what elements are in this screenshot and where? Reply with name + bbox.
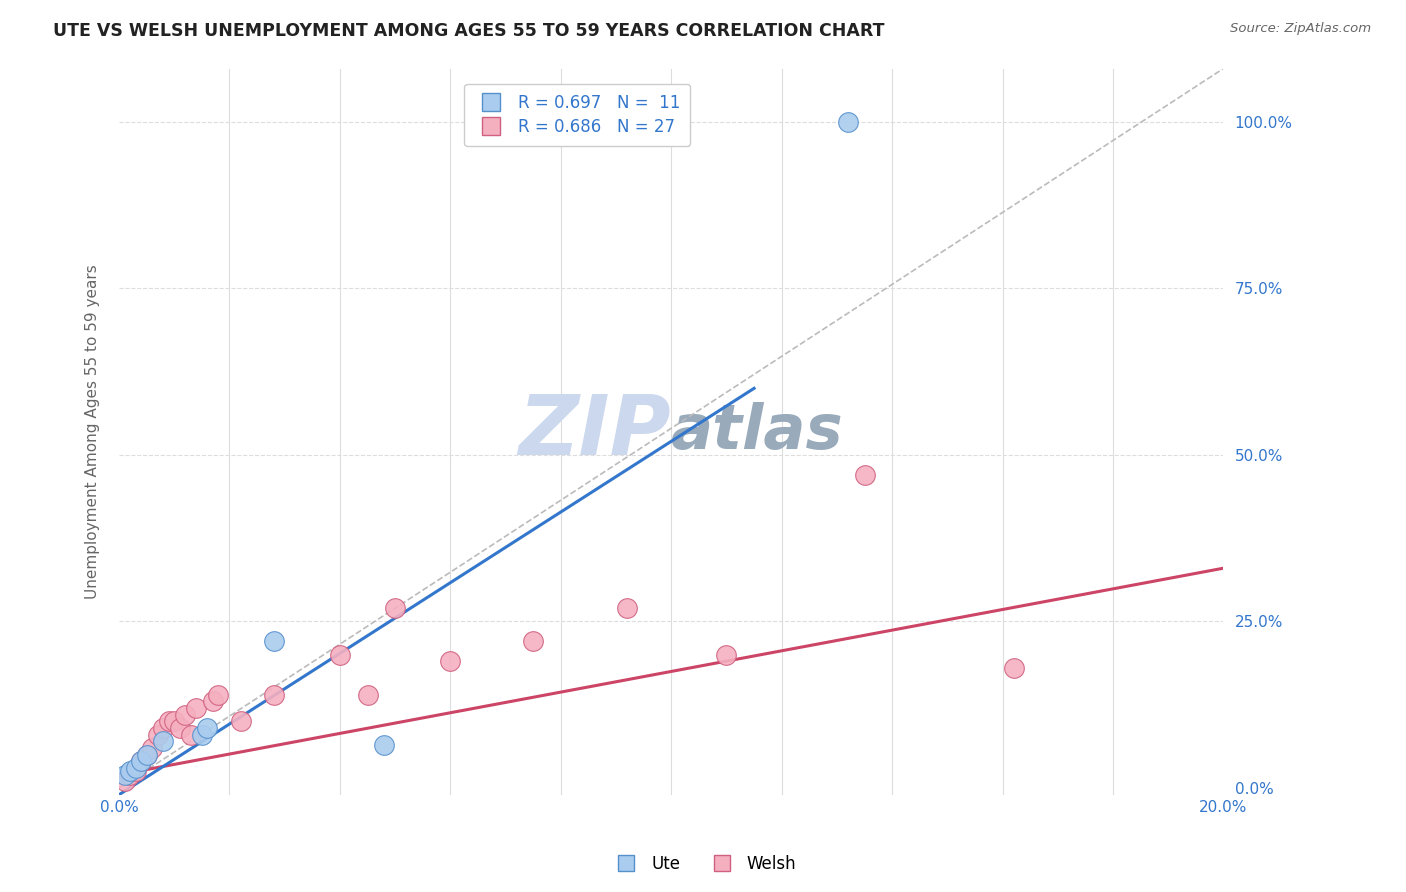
Point <box>152 721 174 735</box>
Point <box>124 761 146 775</box>
Point <box>120 768 142 782</box>
Point <box>129 755 152 769</box>
Point <box>329 648 352 662</box>
Point <box>163 714 186 729</box>
Text: Source: ZipAtlas.com: Source: ZipAtlas.com <box>1230 22 1371 36</box>
Point <box>169 721 191 735</box>
Point <box>853 467 876 482</box>
Point <box>373 738 395 752</box>
Point <box>201 694 224 708</box>
Point <box>439 655 461 669</box>
Point <box>114 774 136 789</box>
Legend: R = 0.697   N =  11, R = 0.686   N = 27: R = 0.697 N = 11, R = 0.686 N = 27 <box>464 84 690 146</box>
Point <box>174 707 197 722</box>
Point <box>135 747 157 762</box>
Point <box>146 728 169 742</box>
Point <box>124 764 146 779</box>
Point <box>135 747 157 762</box>
Point <box>120 764 142 779</box>
Point <box>384 601 406 615</box>
Point <box>616 601 638 615</box>
Point <box>180 728 202 742</box>
Y-axis label: Unemployment Among Ages 55 to 59 years: Unemployment Among Ages 55 to 59 years <box>86 264 100 599</box>
Point <box>263 688 285 702</box>
Point <box>356 688 378 702</box>
Point <box>197 721 219 735</box>
Text: ZIP: ZIP <box>519 391 671 472</box>
Point <box>229 714 252 729</box>
Point <box>152 734 174 748</box>
Point <box>191 728 214 742</box>
Point <box>1002 661 1025 675</box>
Point <box>157 714 180 729</box>
Point <box>716 648 738 662</box>
Text: UTE VS WELSH UNEMPLOYMENT AMONG AGES 55 TO 59 YEARS CORRELATION CHART: UTE VS WELSH UNEMPLOYMENT AMONG AGES 55 … <box>53 22 884 40</box>
Point <box>141 741 163 756</box>
Point <box>837 115 859 129</box>
Text: atlas: atlas <box>671 401 844 461</box>
Point <box>186 701 208 715</box>
Point <box>114 768 136 782</box>
Point <box>129 755 152 769</box>
Point <box>263 634 285 648</box>
Point <box>207 688 229 702</box>
Legend: Ute, Welsh: Ute, Welsh <box>603 848 803 880</box>
Point <box>522 634 544 648</box>
